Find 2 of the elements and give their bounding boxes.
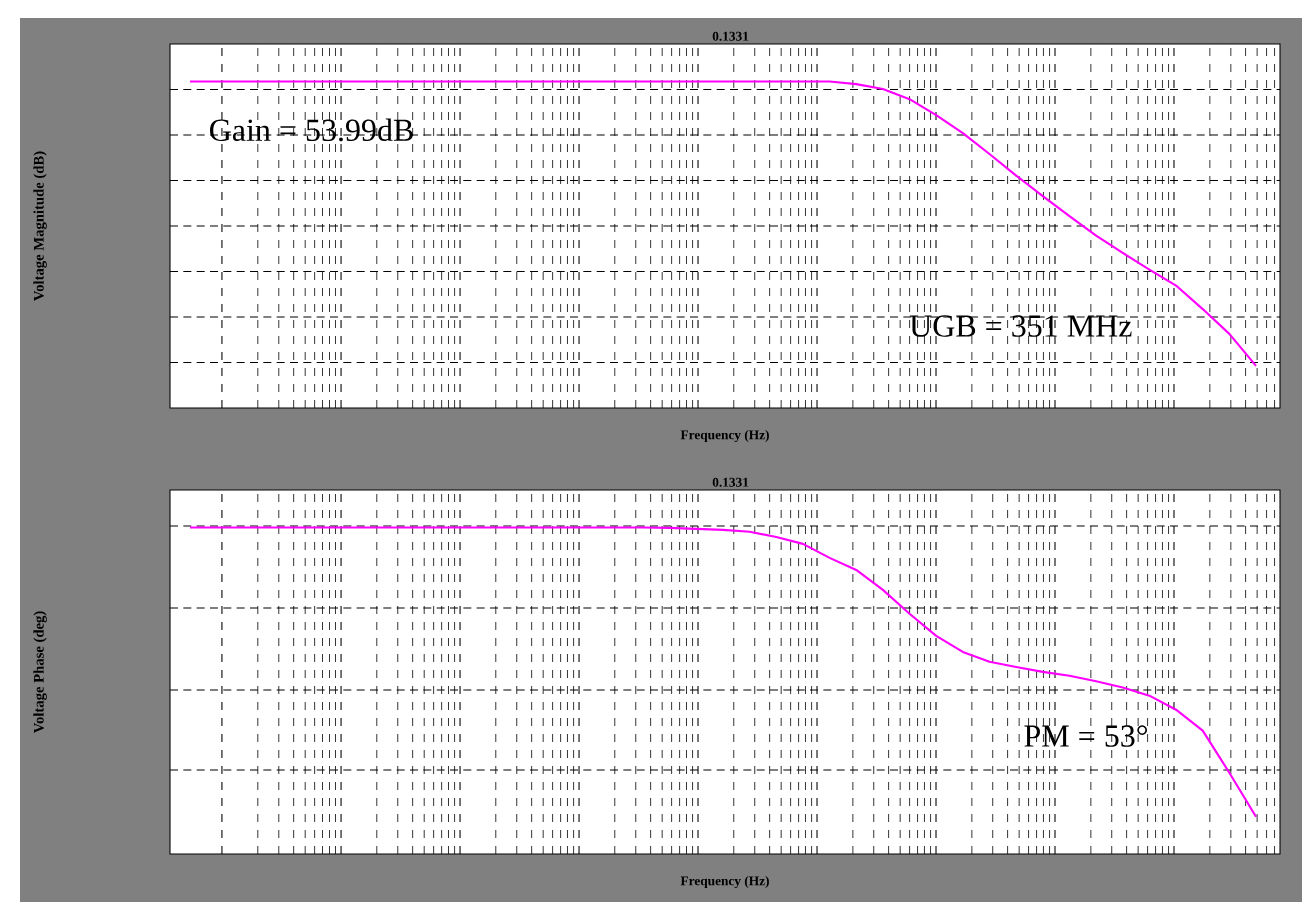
annotation: UGB = 351 MHz [909, 315, 1132, 337]
annotation: PM = 53° [1024, 725, 1147, 747]
